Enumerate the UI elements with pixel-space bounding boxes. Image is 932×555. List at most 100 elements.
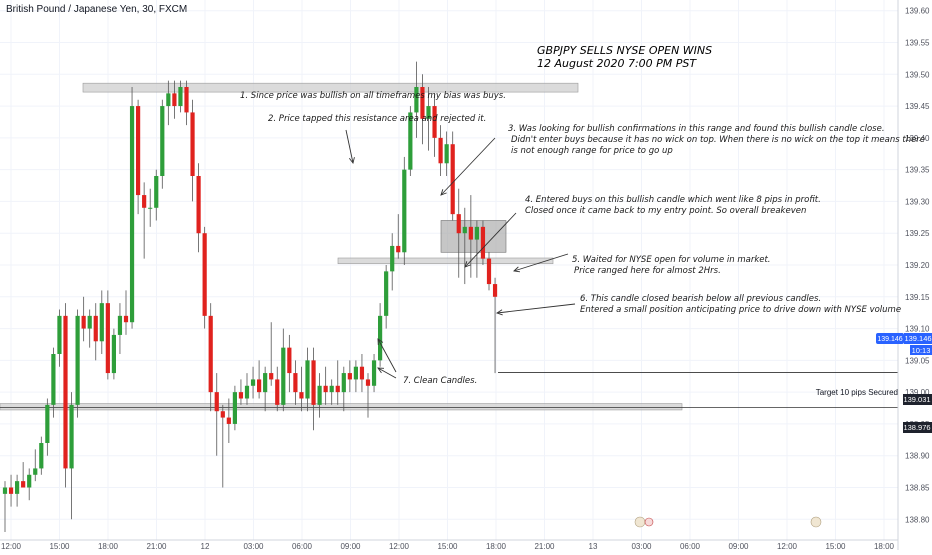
- candle-body: [444, 144, 449, 164]
- candle-body: [402, 169, 407, 253]
- candle: [190, 99, 195, 202]
- candle: [69, 392, 74, 520]
- y-tick-label: 139.30: [905, 197, 930, 206]
- candle: [166, 80, 171, 126]
- arrow-note-6: [495, 303, 576, 316]
- candle-body: [81, 315, 86, 329]
- candle-body: [263, 373, 268, 393]
- candle: [396, 214, 401, 259]
- resistance-zone: [82, 82, 579, 93]
- candle: [335, 360, 340, 405]
- candle-body: [305, 360, 310, 399]
- y-tick-label: 139.25: [905, 229, 930, 238]
- candle: [402, 156, 407, 265]
- y-tick-label: 139.00: [905, 388, 930, 397]
- price-axis[interactable]: 139.60 139.55 139.50 139.45 139.40 139.35 139.…: [897, 0, 930, 550]
- candle: [105, 290, 110, 380]
- candle: [196, 163, 201, 253]
- candle: [220, 404, 225, 488]
- candle: [51, 347, 56, 418]
- x-tick-label: 13: [589, 542, 598, 550]
- annotation-arrows: [345, 129, 576, 379]
- candle: [27, 468, 32, 501]
- candle: [293, 360, 298, 405]
- candle: [468, 195, 473, 278]
- x-tick-label: 12:00: [777, 542, 798, 550]
- candle-body: [196, 176, 201, 234]
- note-5-line-1: 5. Waited for NYSE open for volume in ma…: [572, 255, 771, 265]
- candle-body: [57, 315, 62, 354]
- candle-body: [281, 347, 286, 405]
- support-zone: [0, 403, 683, 411]
- symbol-title: British Pound / Japanese Yen, 30, FXCM: [6, 4, 188, 15]
- candle: [39, 436, 44, 475]
- event-icon[interactable]: [634, 516, 654, 528]
- candle: [202, 226, 207, 329]
- target-price-badge: [903, 394, 932, 405]
- time-axis[interactable]: 12:00 15:00 18:00 21:00 12 03:00 06:00 09:00 12:…: [0, 539, 898, 551]
- note-4-line-1: 4. Entered buys on this bullish candle w…: [525, 195, 821, 205]
- arrow-note-7-up: [377, 338, 397, 373]
- candle-body: [117, 315, 123, 335]
- arrow-note-5: [513, 253, 569, 273]
- candle-body: [432, 106, 437, 138]
- candle-body: [39, 443, 44, 469]
- candle: [275, 366, 280, 412]
- countdown-badge: [910, 345, 932, 355]
- candle-body: [148, 207, 153, 209]
- title-line-1: GBPJPY SELLS NYSE OPEN WINS: [537, 44, 712, 57]
- x-tick-label: 06:00: [292, 542, 313, 550]
- candle: [456, 188, 461, 278]
- candle-body: [202, 233, 207, 316]
- candle-body: [474, 226, 479, 240]
- target-label: Target 10 pips Secured: [816, 388, 898, 397]
- horizontal-zones: [0, 82, 683, 411]
- note-6-line-1: 6. This candle closed bearish below all …: [580, 294, 821, 304]
- candle-body: [244, 385, 250, 399]
- note-7: 7. Clean Candles.: [403, 376, 477, 386]
- candle: [129, 87, 135, 329]
- range-box: [440, 220, 507, 253]
- arrow-note-3: [440, 137, 496, 196]
- candle: [384, 265, 389, 329]
- candle-body: [414, 87, 419, 113]
- candle-body: [166, 93, 171, 107]
- candle-body: [371, 360, 377, 386]
- candle-body: [396, 245, 401, 253]
- candle: [178, 80, 183, 113]
- candle-body: [323, 385, 328, 393]
- candle: [238, 379, 244, 405]
- x-tick-label: 12:00: [389, 542, 410, 550]
- candle-body: [438, 137, 443, 164]
- candle-body: [293, 373, 298, 393]
- candle: [329, 379, 334, 405]
- candle-body: [178, 87, 183, 107]
- candle: [305, 347, 310, 412]
- candle: [136, 99, 141, 215]
- candle-body: [329, 385, 334, 393]
- y-tick-label: 138.85: [905, 484, 930, 493]
- candle: [81, 296, 86, 342]
- note-2: 2. Price tapped this resistance area and…: [268, 114, 486, 124]
- candle: [111, 328, 116, 380]
- candle: [341, 366, 346, 412]
- candle-body: [353, 366, 358, 380]
- candle: [117, 303, 123, 354]
- candle-body: [426, 106, 431, 119]
- candle-body: [408, 112, 413, 170]
- candle: [281, 328, 286, 412]
- y-tick-label: 139.15: [905, 293, 930, 302]
- candle-body: [365, 379, 371, 386]
- candle: [263, 366, 268, 412]
- candle: [154, 169, 159, 221]
- event-icon[interactable]: [810, 516, 822, 528]
- x-tick-label: 15:00: [437, 542, 458, 550]
- x-tick-label: 03:00: [631, 542, 652, 550]
- candle-body: [27, 474, 32, 488]
- candle-body: [287, 347, 292, 374]
- y-tick-label: 139.05: [905, 356, 930, 365]
- candle: [160, 99, 165, 189]
- y-tick-label: 139.10: [905, 325, 930, 334]
- candle: [287, 334, 292, 393]
